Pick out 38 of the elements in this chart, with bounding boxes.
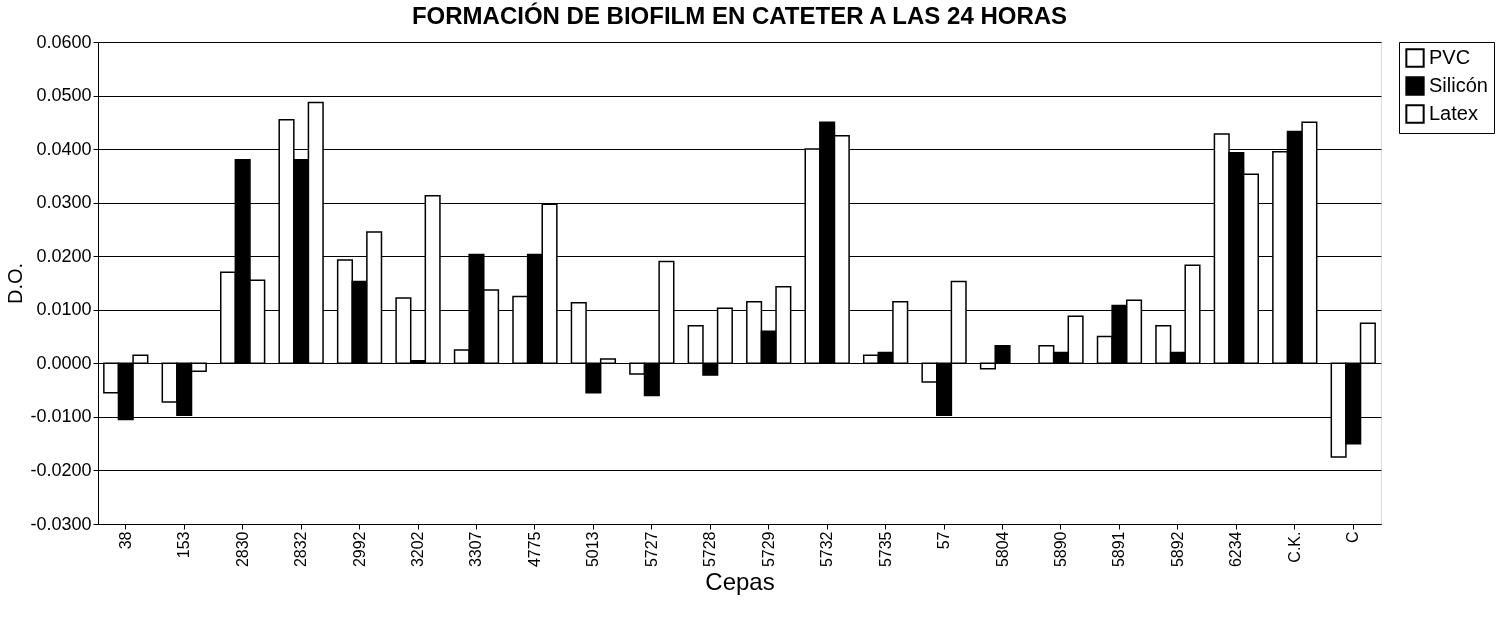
x-tick-label: 4775 [525, 531, 543, 568]
x-tick-label: C [1344, 531, 1362, 544]
x-tick-label: 5892 [1168, 531, 1186, 568]
x-tick-label: 5729 [759, 531, 777, 568]
x-tick-label: 38 [116, 531, 134, 550]
x-tick-label: 5804 [993, 531, 1011, 568]
x-tick-label: 153 [175, 531, 193, 559]
y-tick-label: -0.0200 [30, 459, 92, 480]
x-tick-label: 5728 [701, 531, 719, 568]
chart-title: FORMACIÓN DE BIOFILM EN CATETER A LAS 24 HORAS [411, 2, 1068, 29]
y-tick-label: -0.0300 [30, 513, 92, 534]
y-axis-title: D.O. [4, 262, 27, 305]
legend-label: Silicón [1429, 74, 1488, 96]
y-tick-label: 0.0100 [36, 299, 92, 320]
x-tick-label: 5735 [876, 531, 894, 568]
x-tick-label: C.K. [1285, 531, 1303, 563]
x-tick-label: 5727 [642, 531, 660, 568]
legend-label: PVC [1429, 46, 1471, 68]
y-tick-label: 0.0600 [36, 31, 92, 52]
y-tick-label: 0.0500 [36, 85, 92, 106]
x-tick-label: 2830 [233, 531, 251, 568]
y-tick-label: -0.0100 [30, 406, 92, 427]
y-tick-label: 0.0200 [36, 245, 92, 266]
y-tick-label: 0.0300 [36, 192, 92, 213]
x-tick-label: 3202 [409, 531, 427, 568]
x-tick-label: 57 [935, 531, 953, 550]
x-tick-label: 5891 [1110, 531, 1128, 568]
x-tick-label: 2992 [350, 531, 368, 568]
y-tick-label: 0.0000 [36, 352, 92, 373]
legend-label: Latex [1429, 102, 1478, 124]
x-tick-label: 5732 [818, 531, 836, 568]
x-tick-label: 2832 [292, 531, 310, 568]
x-tick-label: 5013 [584, 531, 602, 568]
y-tick-label: 0.0400 [36, 138, 92, 159]
x-tick-label: 3307 [467, 531, 485, 568]
x-tick-label: 6234 [1227, 531, 1245, 568]
x-tick-label: 5890 [1051, 531, 1069, 568]
x-axis-title: Cepas [705, 568, 775, 596]
